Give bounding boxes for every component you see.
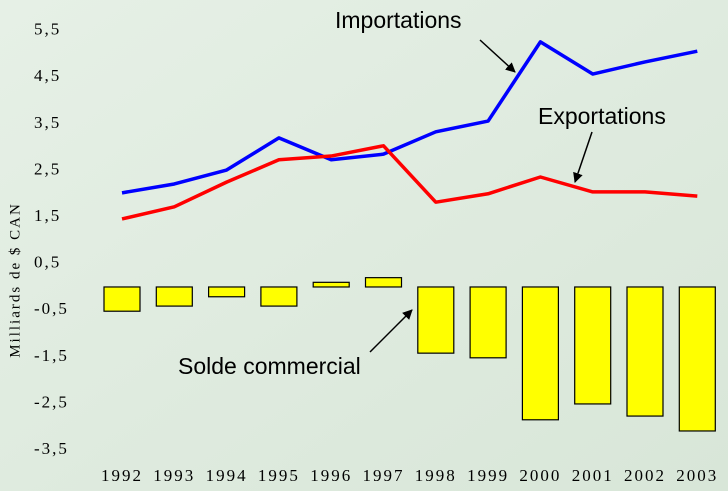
x-tick-label: 1993: [153, 466, 195, 485]
x-tick-label: 2002: [624, 466, 666, 485]
bar: [521, 286, 560, 421]
bar: [103, 286, 141, 312]
y-tick-label: 4,5: [34, 66, 61, 85]
bar: [208, 286, 246, 298]
y-tick-label: -3,5: [34, 439, 69, 458]
y-tick-label: 3,5: [34, 113, 61, 132]
y-tick-label: 1,5: [34, 206, 61, 225]
annotation: Exportations: [538, 103, 666, 129]
x-tick-label: 1996: [310, 466, 352, 485]
y-tick-label: -1,5: [34, 346, 69, 365]
bar: [260, 286, 298, 307]
arrow: [479, 39, 516, 73]
y-tick-label: 2,5: [34, 159, 61, 178]
x-tick-label: 1995: [258, 466, 300, 485]
x-tick-label: 1997: [363, 466, 405, 485]
x-tick-label: 1994: [206, 466, 248, 485]
bar: [469, 286, 507, 359]
y-axis-label: Milliards de $ CAN: [7, 202, 23, 358]
bar: [364, 277, 403, 288]
bar: [155, 286, 193, 307]
x-tick-label: 1998: [415, 466, 457, 485]
x-tick-label: 2001: [572, 466, 614, 485]
x-tick-label: 2000: [519, 466, 561, 485]
bar: [312, 281, 350, 288]
plot: 5,5 4,5 3,5 2,5 1,5 0,5 -0,5 -1,5 -2,5 -3,5 1992 19…: [34, 20, 718, 485]
x-tick-label: 2003: [676, 466, 718, 485]
line: [121, 40, 698, 195]
y-tick-label: -2,5: [34, 392, 69, 411]
bar: [417, 286, 455, 354]
x-tick-label: 1999: [467, 466, 509, 485]
line: [121, 144, 698, 221]
bar: [678, 286, 716, 432]
bar: [626, 286, 664, 417]
y-tick-label: 0,5: [34, 253, 61, 272]
y-tick-label: 5,5: [34, 20, 61, 39]
x-tick-label: 1992: [101, 466, 143, 485]
bar: [574, 286, 612, 405]
arrow: [369, 309, 413, 353]
arrow: [573, 131, 593, 183]
annotation: Solde commercial: [178, 353, 361, 379]
y-tick-label: -0,5: [34, 299, 69, 318]
annotation: Importations: [335, 7, 462, 33]
